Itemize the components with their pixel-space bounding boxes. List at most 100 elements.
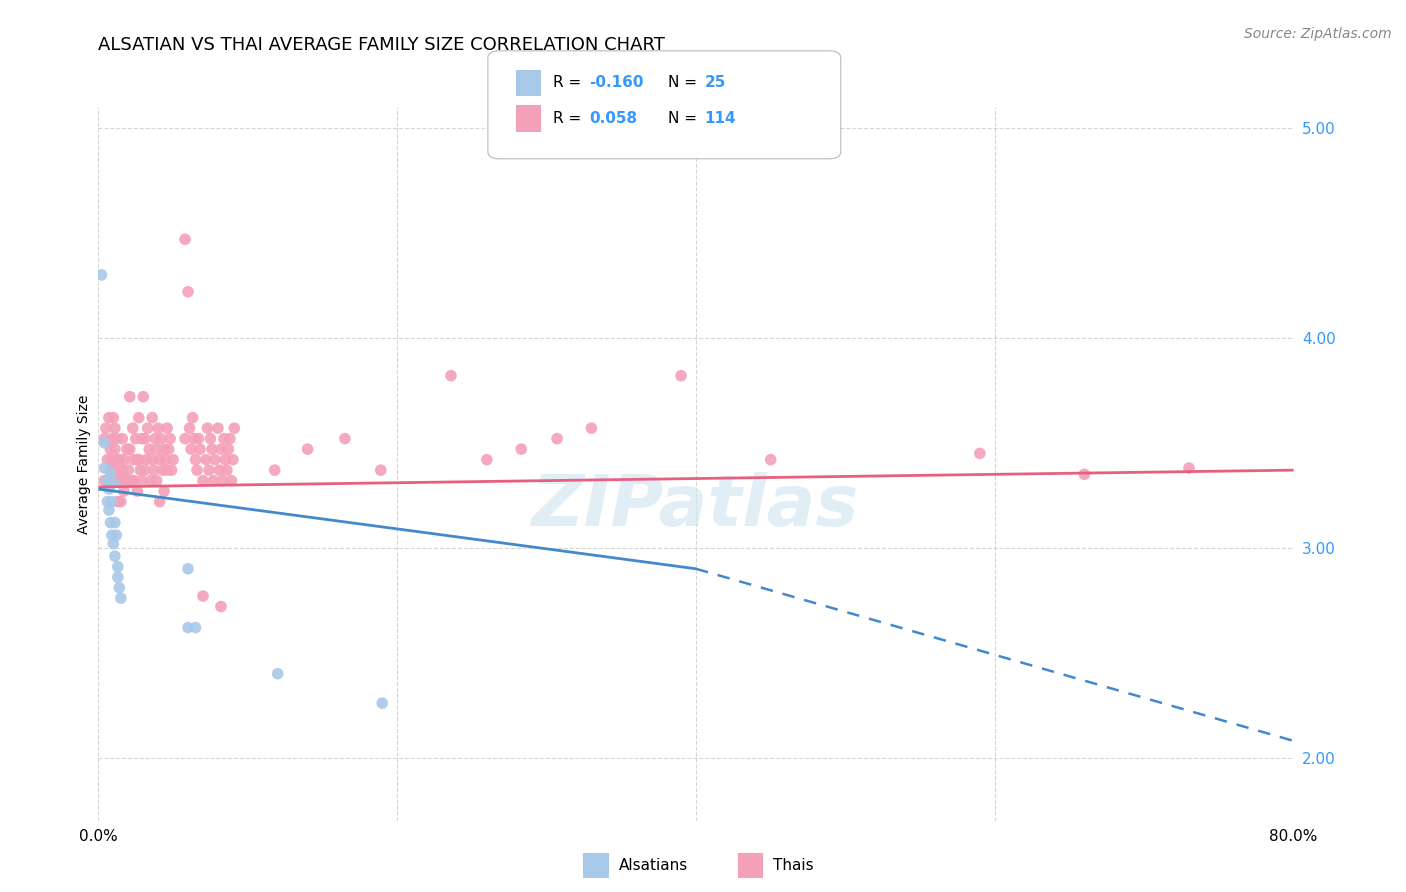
Point	[219, 432, 242, 446]
Point	[179, 421, 201, 435]
Point	[110, 494, 132, 508]
Point	[131, 474, 153, 488]
Text: 25: 25	[704, 76, 725, 90]
Point	[136, 421, 159, 435]
Point	[103, 536, 125, 550]
Point	[101, 494, 124, 508]
Text: ALSATIAN VS THAI AVERAGE FAMILY SIZE CORRELATION CHART: ALSATIAN VS THAI AVERAGE FAMILY SIZE COR…	[98, 36, 665, 54]
Point	[125, 432, 148, 446]
Point	[112, 484, 135, 499]
Point	[174, 432, 197, 446]
Point	[108, 474, 131, 488]
Point	[224, 421, 246, 435]
Text: ZIPatlas: ZIPatlas	[533, 472, 859, 541]
Point	[370, 463, 392, 477]
Point	[139, 474, 162, 488]
Point	[160, 463, 183, 477]
Point	[510, 442, 533, 457]
Point	[127, 452, 149, 467]
Point	[188, 442, 211, 457]
Point	[159, 432, 181, 446]
Point	[211, 474, 233, 488]
Point	[149, 452, 172, 467]
Point	[103, 475, 125, 490]
Point	[104, 421, 127, 435]
Point	[217, 442, 239, 457]
Point	[104, 516, 127, 530]
Point	[103, 410, 125, 425]
Point	[222, 452, 245, 467]
Point	[96, 474, 118, 488]
Point	[100, 516, 122, 530]
Point	[581, 421, 603, 435]
Point	[93, 432, 115, 446]
Point	[180, 442, 202, 457]
Point	[191, 589, 214, 603]
Point	[100, 465, 122, 479]
Point	[177, 621, 200, 635]
Point	[263, 463, 285, 477]
Text: R =: R =	[553, 112, 586, 126]
Point	[112, 452, 135, 467]
Text: Source: ZipAtlas.com: Source: ZipAtlas.com	[1244, 27, 1392, 41]
Point	[118, 442, 141, 457]
Point	[115, 474, 138, 488]
Point	[152, 463, 174, 477]
Point	[267, 666, 290, 681]
Point	[201, 442, 224, 457]
Point	[186, 463, 208, 477]
Point	[93, 474, 115, 488]
Point	[195, 452, 218, 467]
Point	[145, 442, 167, 457]
Point	[110, 591, 132, 606]
Text: N =: N =	[668, 112, 702, 126]
Point	[150, 432, 173, 446]
Point	[135, 452, 157, 467]
Point	[128, 410, 150, 425]
Point	[202, 474, 225, 488]
Text: N =: N =	[668, 76, 702, 90]
Point	[134, 463, 156, 477]
Point	[212, 432, 235, 446]
Point	[129, 463, 152, 477]
Point	[141, 452, 163, 467]
Point	[101, 432, 124, 446]
Point	[156, 421, 179, 435]
Point	[183, 432, 205, 446]
Point	[90, 268, 112, 282]
Point	[162, 452, 184, 467]
Point	[157, 442, 180, 457]
Point	[215, 463, 238, 477]
Point	[97, 503, 120, 517]
Point	[108, 581, 131, 595]
Point	[104, 549, 127, 564]
Point	[191, 474, 214, 488]
Point	[546, 432, 568, 446]
Point	[1178, 461, 1201, 475]
Point	[200, 432, 222, 446]
Point	[177, 285, 200, 299]
Point	[105, 432, 128, 446]
Text: Thais: Thais	[773, 858, 814, 872]
Point	[371, 696, 394, 710]
Point	[209, 599, 232, 614]
Point	[149, 494, 172, 508]
Point	[100, 442, 122, 457]
Point	[104, 474, 127, 488]
Point	[145, 474, 167, 488]
Point	[105, 528, 128, 542]
Point	[93, 435, 115, 450]
Point	[94, 421, 117, 435]
Text: 0.058: 0.058	[589, 112, 637, 126]
Point	[142, 463, 165, 477]
Point	[111, 463, 134, 477]
Point	[111, 432, 134, 446]
Point	[101, 528, 124, 542]
Point	[97, 474, 120, 488]
Point	[475, 452, 498, 467]
Point	[138, 442, 160, 457]
Point	[1073, 467, 1095, 482]
Point	[440, 368, 463, 383]
Point	[297, 442, 319, 457]
Point	[107, 463, 129, 477]
